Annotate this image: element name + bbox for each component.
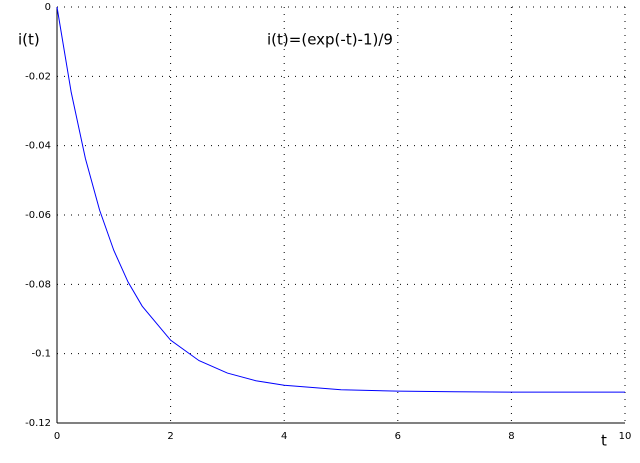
chart-title: i(t)=(exp(-t)-1)/9 (267, 31, 393, 49)
x-tick-label: 10 (619, 431, 632, 442)
y-tick-label: 0 (45, 2, 51, 13)
y-tick-label: -0.06 (25, 210, 51, 221)
y-tick-label: -0.02 (25, 71, 51, 82)
y-tick-label: -0.08 (25, 279, 51, 290)
y-axis-label: i(t) (18, 31, 40, 49)
line-series (56, 6, 625, 393)
x-tick-label: 2 (167, 431, 173, 442)
y-tick-label: -0.12 (25, 418, 51, 429)
x-tick-label: 4 (281, 431, 287, 442)
y-tick-label: -0.1 (31, 349, 51, 360)
x-axis-label: t (601, 432, 607, 450)
x-tick-label: 6 (395, 431, 401, 442)
x-tick-label: 0 (54, 431, 60, 442)
y-tick-label: -0.04 (25, 141, 51, 152)
x-tick-label: 8 (508, 431, 514, 442)
